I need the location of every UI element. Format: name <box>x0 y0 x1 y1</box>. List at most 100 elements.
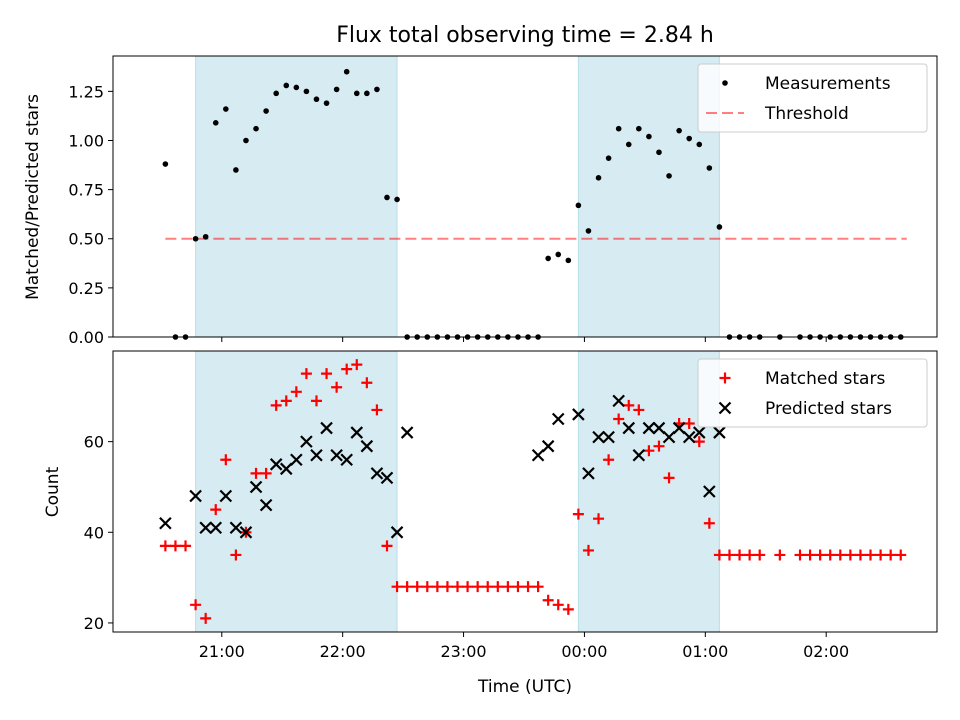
matched-star-point <box>260 467 272 479</box>
measurement-point <box>676 127 682 134</box>
measurement-point <box>827 334 834 340</box>
matched-star-point <box>653 440 665 452</box>
matched-star-point <box>250 467 262 479</box>
predicted-star-point <box>632 448 646 462</box>
measurement-point <box>615 125 622 132</box>
legend-label: Threshold <box>764 104 849 124</box>
predicted-star-point <box>249 480 263 494</box>
matched-star-point <box>341 363 353 375</box>
measurement-point <box>374 86 380 93</box>
predicted-star-point <box>713 426 726 439</box>
legend-box-bottom <box>697 358 928 428</box>
measurement-point <box>646 133 652 140</box>
measurement-point <box>595 175 602 181</box>
matched-star-point <box>441 581 453 593</box>
matched-star-point <box>683 418 695 430</box>
measurement-point <box>283 82 290 89</box>
predicted-star-point <box>350 426 364 439</box>
predicted-star-point <box>642 421 656 435</box>
measurement-point <box>323 100 330 106</box>
measurement-point <box>696 141 703 148</box>
matched-star-point <box>532 581 544 593</box>
predicted-star-point <box>531 448 545 462</box>
predicted-star-point <box>340 453 353 467</box>
matched-star-point <box>391 581 403 593</box>
matched-star-point <box>180 540 192 552</box>
y-tick-label-bottom: 60 <box>84 433 104 452</box>
legend-label: Measurements <box>765 74 891 94</box>
matched-star-point <box>210 504 222 516</box>
predicted-star-point <box>229 521 243 535</box>
matched-star-point <box>895 549 907 561</box>
matched-star-point <box>734 549 746 561</box>
measurement-point <box>565 257 572 264</box>
predicted-star-point <box>390 526 404 539</box>
shaded-band-top-1 <box>195 55 398 338</box>
measurement-point <box>666 173 672 179</box>
x-tick-label: 21:00 <box>199 642 245 661</box>
matched-star-point <box>159 540 171 552</box>
predicted-star-point <box>551 412 565 426</box>
matched-star-point <box>713 549 725 561</box>
legend-marker-matched <box>719 372 731 384</box>
matched-star-point <box>502 581 514 593</box>
measurement-point <box>887 334 894 340</box>
y-tick-label-top: 0.25 <box>68 279 104 298</box>
y-tick-label-top: 0.00 <box>68 328 104 347</box>
predicted-star-point <box>541 439 555 453</box>
predicted-star-point <box>592 430 605 444</box>
measurement-point <box>343 68 350 75</box>
measurement-point <box>505 334 511 340</box>
predicted-star-point <box>259 498 273 512</box>
measurement-point <box>807 334 813 340</box>
matched-star-point <box>572 508 584 520</box>
measurement-point <box>364 90 370 97</box>
measurement-point <box>233 167 239 173</box>
predicted-star-point <box>310 448 323 462</box>
y-axis-label-bottom: Count <box>43 466 63 517</box>
measurement-point <box>867 334 874 340</box>
matched-star-point <box>512 581 524 593</box>
predicted-star-point <box>612 394 625 408</box>
matched-star-point <box>452 581 464 593</box>
measurement-point <box>756 334 763 340</box>
matched-star-point <box>774 549 786 561</box>
predicted-star-point <box>662 430 676 444</box>
matched-star-point <box>220 454 232 466</box>
predicted-star-point <box>703 485 716 498</box>
measurement-point <box>333 86 340 93</box>
measurement-point <box>605 155 612 161</box>
matched-star-point <box>522 581 534 593</box>
y-tick-label-bottom: 40 <box>84 523 104 542</box>
measurement-point <box>212 120 219 126</box>
matched-star-point <box>421 581 433 593</box>
measurement-point <box>746 334 753 340</box>
measurement-point <box>464 334 471 340</box>
matched-star-point <box>401 581 413 593</box>
top-panel: 0.00 0.25 0.50 0.75 1.00 1.25 Measurements Thre… <box>68 55 938 347</box>
matched-star-point <box>310 395 322 407</box>
x-tick-label: 00:00 <box>561 642 607 661</box>
predicted-star-point <box>320 421 333 435</box>
predicted-star-point <box>602 430 615 444</box>
matched-star-point <box>482 581 494 593</box>
predicted-star-point <box>360 439 374 453</box>
predicted-star-point <box>692 426 706 439</box>
measurement-point <box>303 88 310 95</box>
matched-star-point <box>703 517 715 529</box>
predicted-star-point <box>622 421 636 435</box>
measurement-point <box>273 90 279 97</box>
matched-star-point <box>834 549 846 561</box>
measurement-point <box>525 334 531 340</box>
measurement-point <box>182 334 189 340</box>
measurement-point <box>736 334 743 340</box>
matched-star-point <box>280 395 292 407</box>
measurement-point <box>313 96 320 103</box>
matched-star-point <box>492 581 504 593</box>
measurement-point <box>474 334 481 340</box>
measurement-point <box>515 334 521 340</box>
y-tick-label-top: 1.00 <box>68 131 104 150</box>
measurement-point <box>414 334 421 340</box>
measurement-point <box>434 334 441 340</box>
